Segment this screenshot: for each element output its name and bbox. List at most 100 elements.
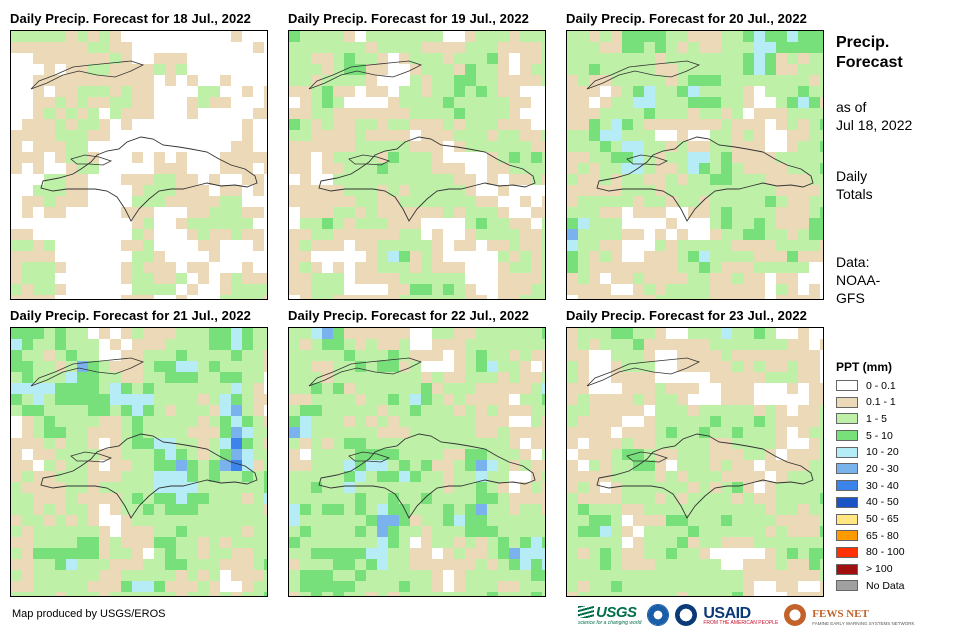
map-panel-3: [566, 30, 824, 300]
precip-cell: [176, 460, 187, 471]
precip-cell: [143, 163, 154, 174]
precip-cell: [176, 295, 187, 299]
precip-cell: [567, 31, 578, 42]
precip-cell: [787, 75, 798, 86]
precip-cell: [231, 460, 242, 471]
precip-cell: [110, 581, 121, 592]
precip-cell: [143, 394, 154, 405]
precip-cell: [476, 460, 487, 471]
precip-cell: [732, 119, 743, 130]
precip-cell: [809, 108, 820, 119]
precip-cell: [242, 570, 253, 581]
precip-cell: [231, 163, 242, 174]
precip-cell: [666, 339, 677, 350]
precip-cell: [399, 229, 410, 240]
precip-cell: [77, 328, 88, 339]
precip-cell: [677, 108, 688, 119]
precip-cell: [410, 273, 421, 284]
precip-cell: [520, 86, 531, 97]
precip-cell: [798, 361, 809, 372]
precip-cell: [487, 471, 498, 482]
precip-cell: [743, 130, 754, 141]
precip-cell: [242, 592, 253, 596]
precip-cell: [611, 339, 622, 350]
precip-map-1: [11, 31, 267, 299]
precip-cell: [454, 449, 465, 460]
precip-cell: [809, 581, 820, 592]
precip-cell: [344, 350, 355, 361]
precip-cell: [66, 460, 77, 471]
legend-title: PPT (mm): [836, 360, 893, 374]
precip-cell: [231, 53, 242, 64]
precip-cell: [820, 515, 823, 526]
precip-cell: [699, 273, 710, 284]
gonave-outline: [70, 154, 113, 166]
precip-cell: [11, 273, 22, 284]
precip-cell: [253, 526, 264, 537]
precip-cell: [633, 350, 644, 361]
precip-cell: [242, 361, 253, 372]
precip-cell: [388, 97, 399, 108]
precip-cell: [633, 559, 644, 570]
precip-cell: [88, 405, 99, 416]
precip-cell: [154, 504, 165, 515]
precip-cell: [542, 438, 545, 449]
precip-cell: [388, 526, 399, 537]
precip-cell: [198, 581, 209, 592]
precip-cell: [699, 240, 710, 251]
precip-cell: [311, 295, 322, 299]
precip-cell: [253, 339, 264, 350]
precip-cell: [11, 130, 22, 141]
precip-cell: [754, 218, 765, 229]
precip-cell: [520, 405, 531, 416]
precip-cell: [143, 570, 154, 581]
precip-cell: [220, 196, 231, 207]
precip-cell: [498, 207, 509, 218]
precip-cell: [776, 449, 787, 460]
precip-cell: [311, 218, 322, 229]
precip-cell: [520, 31, 531, 42]
precip-cell: [55, 537, 66, 548]
precip-cell: [311, 86, 322, 97]
precip-cell: [242, 537, 253, 548]
legend-item: 50 - 65: [836, 512, 905, 527]
precip-cell: [121, 75, 132, 86]
precip-cell: [787, 416, 798, 427]
precip-cell: [421, 460, 432, 471]
precip-cell: [531, 240, 542, 251]
precip-cell: [322, 504, 333, 515]
precip-cell: [520, 372, 531, 383]
precip-cell: [22, 273, 33, 284]
precip-cell: [388, 570, 399, 581]
precip-cell: [22, 493, 33, 504]
precip-cell: [33, 229, 44, 240]
precip-cell: [121, 174, 132, 185]
precip-cell: [231, 427, 242, 438]
precip-cell: [655, 53, 666, 64]
precip-cell: [366, 471, 377, 482]
precip-cell: [765, 592, 776, 596]
precip-cell: [644, 295, 655, 299]
precip-cell: [110, 64, 121, 75]
precip-cell: [754, 394, 765, 405]
precip-cell: [688, 339, 699, 350]
precip-cell: [600, 196, 611, 207]
precip-cell: [498, 163, 509, 174]
precip-cell: [66, 273, 77, 284]
precip-cell: [154, 537, 165, 548]
precip-cell: [289, 526, 300, 537]
precip-cell: [743, 339, 754, 350]
precip-cell: [165, 185, 176, 196]
precip-cell: [476, 548, 487, 559]
precip-cell: [622, 196, 633, 207]
precip-cell: [88, 339, 99, 350]
precip-cell: [220, 339, 231, 350]
precip-cell: [567, 537, 578, 548]
precip-cell: [377, 581, 388, 592]
precip-cell: [732, 416, 743, 427]
precip-cell: [410, 42, 421, 53]
precip-cell: [264, 64, 267, 75]
precip-cell: [589, 526, 600, 537]
precip-cell: [476, 339, 487, 350]
